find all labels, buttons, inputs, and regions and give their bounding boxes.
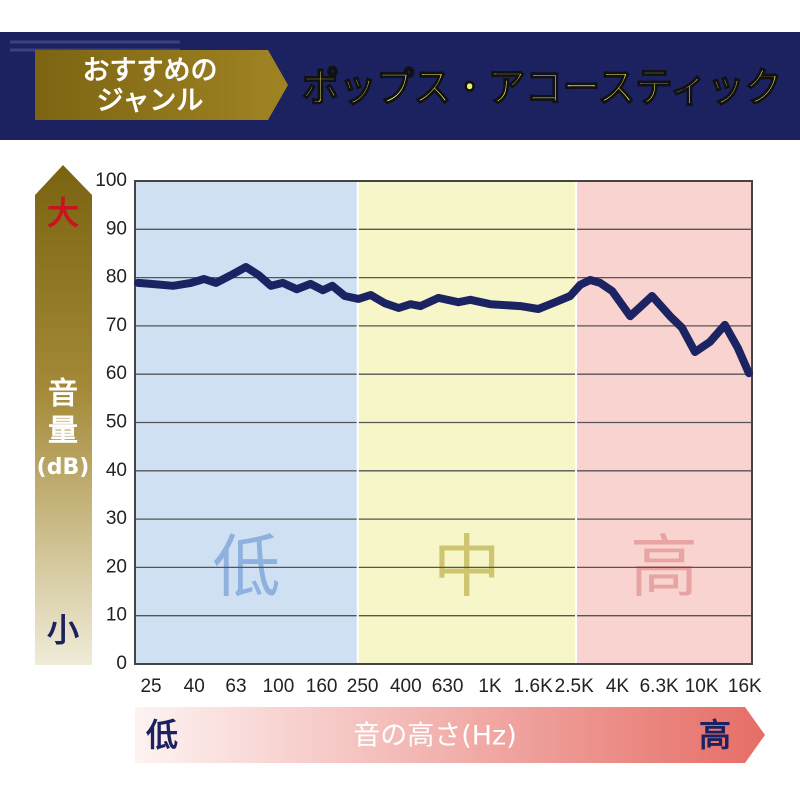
x-tick-label: 40 <box>184 676 205 697</box>
x-tick-label: 4K <box>606 676 630 697</box>
x-tick-label: 160 <box>306 676 338 697</box>
x-tick-label: 100 <box>263 676 295 697</box>
x-arrow <box>135 707 765 763</box>
badge <box>35 50 288 120</box>
data-line <box>134 263 753 378</box>
x-tick-label: 250 <box>347 676 379 697</box>
y-tick-label: 80 <box>106 267 127 288</box>
title: ポップス・アコースティック <box>302 65 782 111</box>
badge-text: ジャンル <box>97 86 204 117</box>
x-tick-label: 25 <box>140 676 161 697</box>
y-label: (dB) <box>37 455 90 480</box>
y-tick-label: 0 <box>116 653 127 674</box>
y-tick-label: 90 <box>106 218 127 239</box>
y-tick-label: 40 <box>106 460 127 481</box>
x-tick-label: 63 <box>225 676 246 697</box>
badge-text: おすすめの <box>83 56 218 87</box>
x-tick-label: 400 <box>390 676 422 697</box>
x-label: 音の高さ(Hz) <box>353 721 517 752</box>
x-high-label: 高 <box>699 716 731 754</box>
y-tick-label: 20 <box>106 556 127 577</box>
x-tick-label: 2.5K <box>555 676 594 697</box>
y-high-label: 大 <box>47 194 79 232</box>
x-low-label: 低 <box>146 716 178 754</box>
plot-frame <box>134 180 753 665</box>
y-tick-label: 100 <box>95 170 127 191</box>
y-tick-label: 70 <box>106 315 127 336</box>
x-tick-label: 1.6K <box>514 676 553 697</box>
y-tick-label: 60 <box>106 363 127 384</box>
x-tick-label: 6.3K <box>640 676 679 697</box>
y-tick-label: 30 <box>106 508 127 529</box>
x-tick-label: 10K <box>685 676 719 697</box>
y-label: 音 <box>48 377 78 412</box>
y-tick-label: 10 <box>106 605 127 626</box>
x-tick-label: 630 <box>432 676 464 697</box>
y-low-label: 小 <box>47 611 79 649</box>
y-arrow <box>35 165 92 665</box>
y-tick-label: 50 <box>106 412 127 433</box>
band-label: 中 <box>433 529 501 608</box>
plot: 低 中 高 0 10 20 30 40 50 60 70 80 90 100 25 40 63 100 160 250… <box>95 170 762 697</box>
band-label: 高 <box>630 529 698 608</box>
band-label: 低 <box>212 529 280 608</box>
x-tick-label: 1K <box>478 676 502 697</box>
x-tick-label: 16K <box>728 676 762 697</box>
y-label: 量 <box>48 414 78 449</box>
